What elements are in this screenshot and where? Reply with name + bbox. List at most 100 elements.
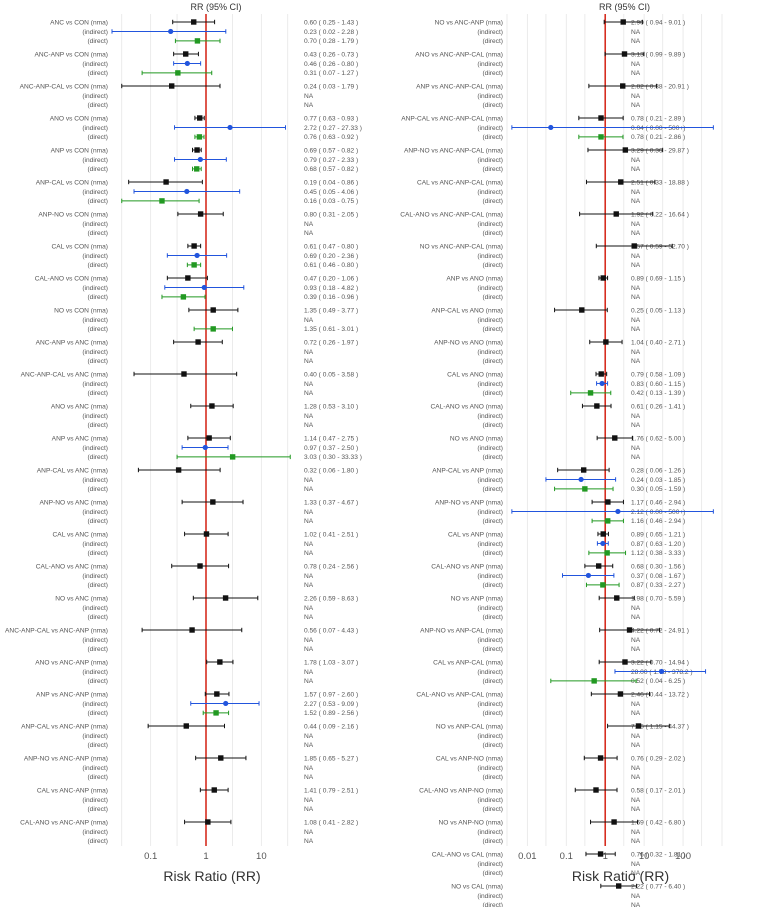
panel-header: RR (95% CI) (599, 2, 650, 12)
x-axis-title: Risk Ratio (RR) (163, 868, 260, 884)
estimate-text-direct: 0.31 ( 0.07 - 1.27 ) (304, 70, 358, 77)
comparison-label: ANC-ANP vs ANC (36, 339, 90, 346)
estimate-type: (nma) (484, 403, 503, 410)
row-label-direct: (direct) (87, 518, 108, 525)
point-estimate-direct (604, 550, 610, 556)
estimate-type: (nma) (89, 563, 108, 570)
estimate-text-direct: 0.16 ( 0.03 - 0.75 ) (304, 198, 358, 205)
estimate-text-direct: NA (631, 646, 641, 653)
estimate-text-direct: NA (631, 902, 641, 907)
row-label-nma: NO vs ANP-CAL (nma) (436, 723, 503, 730)
comparison-label: ANO vs CON (50, 115, 89, 122)
comparison-label: NO vs ANC (55, 595, 89, 602)
estimate-text-indirect: 0.37 ( 0.08 - 1.67 ) (631, 573, 685, 580)
estimate-text-direct: 0.78 ( 0.21 - 2.86 ) (631, 134, 685, 141)
row-label-nma: CAL-ANO vs ANC-ANP-CAL (nma) (400, 211, 503, 218)
estimate-text-direct: 0.42 ( 0.13 - 1.39 ) (631, 390, 685, 397)
row-label-direct: (direct) (482, 102, 503, 109)
row-label-indirect: (indirect) (477, 381, 503, 388)
estimate-text-indirect: NA (304, 797, 314, 804)
forest-panel-left: RR (95% CI) ANC vs CON (nma) 0.60 ( 0.25 -… (5, 2, 362, 884)
estimate-text-indirect: NA (631, 797, 641, 804)
estimate-text-nma: 2.46 ( 0.44 - 13.72 ) (631, 691, 689, 698)
point-estimate-direct (600, 582, 606, 588)
estimate-type: (nma) (484, 755, 503, 762)
estimate-text-nma: 0.68 ( 0.30 - 1.56 ) (631, 563, 685, 570)
row-label-direct: (direct) (482, 230, 503, 237)
row-label-indirect: (indirect) (82, 61, 108, 68)
row-label-nma: ANP-CAL vs ANC-ANP (nma) (21, 723, 108, 730)
row-label-direct: (direct) (87, 134, 108, 141)
row-label-nma: NO vs CAL (nma) (451, 883, 503, 890)
row-label-indirect: (indirect) (477, 221, 503, 228)
row-label-indirect: (indirect) (477, 125, 503, 132)
point-estimate-nma (211, 787, 217, 793)
row-label-direct: (direct) (87, 198, 108, 205)
estimate-type: (nma) (484, 243, 503, 250)
point-estimate-nma (600, 275, 606, 281)
estimate-text-nma: 3.13 ( 0.99 - 9.89 ) (631, 51, 685, 58)
estimate-type: (nma) (89, 179, 108, 186)
comparison-label: ANO vs ANC-ANP-CAL (415, 51, 484, 58)
comparison-label: NO vs ANP-NO (439, 819, 484, 826)
estimate-text-indirect: NA (304, 605, 314, 612)
estimate-text-direct: NA (304, 806, 314, 813)
row-label-direct: (direct) (87, 582, 108, 589)
estimate-text-direct: NA (304, 678, 314, 685)
estimate-text-nma: 1.33 ( 0.37 - 4.67 ) (304, 499, 358, 506)
estimate-text-direct: NA (304, 614, 314, 621)
row-label-direct: (direct) (482, 166, 503, 173)
row-label-indirect: (indirect) (477, 765, 503, 772)
point-estimate-nma (197, 115, 203, 121)
estimate-text-indirect: NA (304, 573, 314, 580)
row-label-indirect: (indirect) (477, 349, 503, 356)
row-label-nma: NO vs CON (nma) (54, 307, 108, 314)
estimate-text-direct: 1.35 ( 0.61 - 3.01 ) (304, 326, 358, 333)
estimate-text-direct: NA (631, 70, 641, 77)
point-estimate-indirect (578, 476, 584, 483)
estimate-type: (nma) (484, 563, 503, 570)
estimate-type: (nma) (484, 339, 503, 346)
row-label-nma: CAL vs ANC-ANP-CAL (nma) (417, 179, 503, 186)
row-label-direct: (direct) (482, 550, 503, 557)
row-label-direct: (direct) (482, 518, 503, 525)
row-label-nma: NO vs ANC (nma) (55, 595, 108, 602)
point-estimate-nma (598, 115, 604, 121)
comparison-label: NO vs ANP-CAL (436, 723, 485, 730)
estimate-text-nma: 1.85 ( 0.65 - 5.27 ) (304, 755, 358, 762)
point-estimate-nma (631, 243, 637, 249)
row-label-nma: CAL-ANO vs ANC-ANP (nma) (20, 819, 108, 826)
comparison-label: ANC-ANP-CAL vs CON (20, 83, 90, 90)
point-estimate-nma (195, 339, 201, 345)
row-label-direct: (direct) (87, 262, 108, 269)
estimate-text-nma: 1.57 ( 0.97 - 2.60 ) (304, 691, 358, 698)
row-label-indirect: (indirect) (477, 573, 503, 580)
point-estimate-nma (613, 211, 619, 217)
point-estimate-nma (197, 211, 204, 217)
estimate-text-nma: 1.76 ( 0.62 - 5.00 ) (631, 435, 685, 442)
estimate-text-direct: 1.52 ( 0.89 - 2.56 ) (304, 710, 358, 717)
row-label-nma: ANP vs ANC-ANP (nma) (36, 691, 108, 698)
estimate-text-indirect: NA (631, 93, 641, 100)
estimate-text-direct: NA (304, 582, 314, 589)
row-label-nma: CAL-ANO vs ANP-CAL (nma) (416, 691, 503, 698)
estimate-text-direct: NA (304, 102, 314, 109)
estimate-type: (nma) (89, 723, 108, 730)
comparison-label: ANP vs ANC-ANP-CAL (416, 83, 484, 90)
estimate-text-indirect: NA (304, 349, 314, 356)
estimate-text-nma: 0.47 ( 0.20 - 1.06 ) (304, 275, 358, 282)
estimate-text-direct: NA (631, 710, 641, 717)
row-label-indirect: (indirect) (477, 829, 503, 836)
row-label-nma: NO vs ANP (nma) (451, 595, 503, 602)
row-label-direct: (direct) (87, 102, 108, 109)
estimate-text-direct: NA (631, 454, 641, 461)
point-estimate-nma (580, 467, 587, 473)
point-estimate-nma (175, 467, 182, 473)
estimate-type: (nma) (89, 115, 108, 122)
estimate-type: (nma) (484, 627, 503, 634)
estimate-text-direct: NA (631, 614, 641, 621)
estimate-text-indirect: 0.24 ( 0.03 - 1.85 ) (631, 477, 685, 484)
estimate-text-nma: 0.58 ( 0.17 - 2.01 ) (631, 787, 685, 794)
estimate-text-nma: 0.25 ( 0.05 - 1.13 ) (631, 307, 685, 314)
estimate-text-indirect: NA (631, 317, 641, 324)
